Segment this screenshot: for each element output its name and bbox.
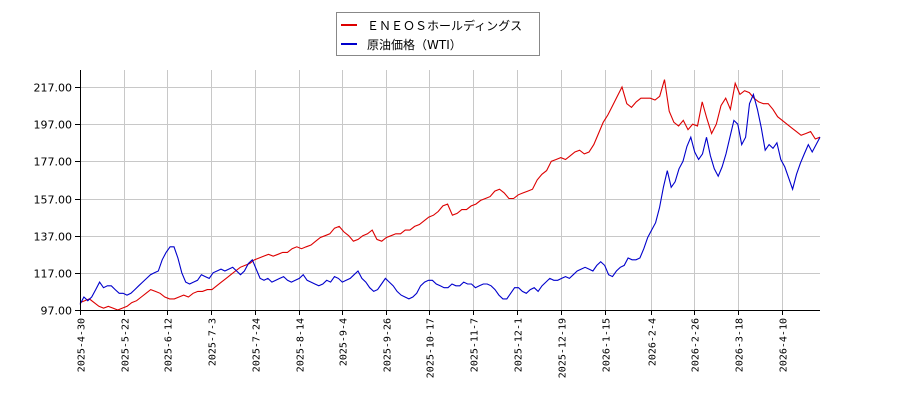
legend-label-eneos: ＥＮＥＯＳホールディングス xyxy=(367,18,523,33)
x-tick-label: 2025-12-1 xyxy=(514,318,525,372)
axes: 97.00 117.00 137.00 157.00 177.00 197.00 217.0… xyxy=(34,70,820,378)
x-tick-label: 2026-2-4 xyxy=(648,318,659,366)
y-tick-label: 137.00 xyxy=(34,231,73,244)
x-tick-label: 2025-9-4 xyxy=(339,318,350,366)
x-tick-label: 2026-3-18 xyxy=(735,318,746,372)
y-tick-label: 177.00 xyxy=(34,156,73,169)
legend-item-wti: 原油価格（WTI） xyxy=(341,35,462,53)
eneos-price-line xyxy=(79,79,821,311)
x-tick-label: 2025-9-26 xyxy=(383,318,394,372)
chart-legend: ＥＮＥＯＳホールディングス 原油価格（WTI） xyxy=(336,12,540,56)
legend-label-wti: 原油価格（WTI） xyxy=(367,37,462,52)
legend-item-eneos: ＥＮＥＯＳホールディングス xyxy=(341,16,522,34)
wti-price-line xyxy=(79,92,821,305)
x-tick-label: 2025-6-12 xyxy=(164,318,175,372)
x-tick-label: 2025-8-14 xyxy=(296,318,307,372)
x-tick-label: 2025-11-7 xyxy=(470,318,481,372)
y-tick-label: 197.00 xyxy=(34,119,73,132)
x-tick-label: 2026-2-26 xyxy=(691,318,702,372)
y-tick-label: 117.00 xyxy=(34,268,73,281)
y-tick-label: 97.00 xyxy=(41,305,73,318)
grid-lines xyxy=(80,70,820,310)
legend-swatch-red xyxy=(341,24,357,26)
plot-area xyxy=(79,79,821,311)
legend-swatch-blue xyxy=(341,43,357,45)
x-tick-label: 2025-7-3 xyxy=(208,318,219,366)
x-tick-label: 2025-4-30 xyxy=(77,318,88,372)
x-tick-label: 2025-10-17 xyxy=(426,318,437,378)
y-tick-label: 217.00 xyxy=(34,82,73,95)
x-tick-label: 2025-5-22 xyxy=(121,318,132,372)
x-tick-label: 2025-7-24 xyxy=(252,318,263,372)
x-tick-label: 2026-4-10 xyxy=(779,318,790,372)
x-tick-label: 2025-12-19 xyxy=(558,318,569,378)
y-tick-label: 157.00 xyxy=(34,194,73,207)
x-tick-label: 2026-1-15 xyxy=(602,318,613,372)
